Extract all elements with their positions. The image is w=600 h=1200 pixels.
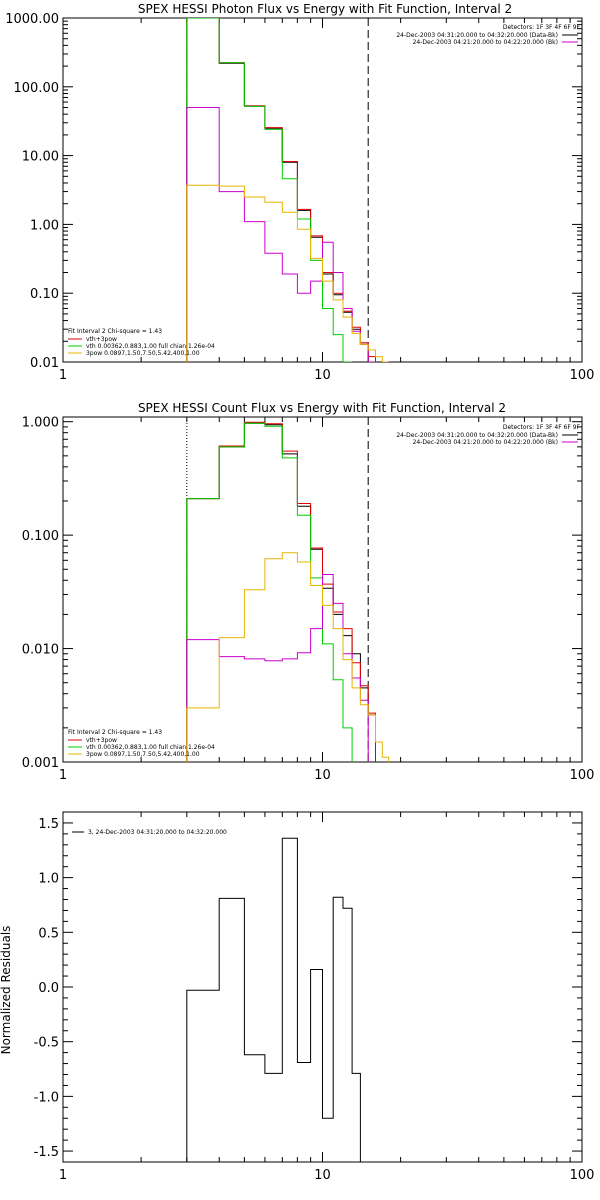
count-y-tick-label: 0.010 [22, 643, 59, 658]
photon-series-magenta [186, 107, 376, 362]
photon-legend-vth: vth 0.00362,0.883,1.00 full chian 1.26e-… [86, 343, 215, 350]
photon-y-ticks: 0.01 0.10 1.00 10.00 100.00 1000.00 [5, 12, 582, 371]
residuals-y-tick-label: 1.0 [38, 872, 59, 887]
residuals-y-ticks: -1.5 -1.0 -0.5 0.0 0.5 1.0 1.5 [34, 817, 582, 1160]
photon-axes-frame [62, 17, 583, 363]
count-legend-right: Detectors: 1F 3F 4F 6F 9F 24-Dec-2003 04… [396, 424, 580, 446]
photon-series-black [186, 18, 369, 362]
count-chart-title: SPEX HESSI Count Flux vs Energy with Fit… [138, 401, 506, 415]
count-series-red [186, 421, 376, 762]
photon-flux-panel: SPEX HESSI Photon Flux vs Energy with Fi… [5, 2, 594, 383]
residuals-y-tick-label: -1.0 [34, 1090, 59, 1105]
residuals-y-tick-label: -0.5 [34, 1036, 59, 1051]
residuals-y-tick-label: 0.5 [38, 926, 59, 941]
count-legend-data-bk: 24-Dec-2003 04:31:20.000 to 04:32:20.000… [396, 432, 558, 439]
residuals-series-black [186, 837, 369, 1162]
count-series-orange [186, 552, 390, 762]
photon-legend-vth3pow: vth+3pow [86, 336, 117, 343]
photon-x-ticks: 1 10 100 [59, 18, 595, 383]
residuals-y-tick-label: 0.0 [38, 981, 59, 996]
count-series-group [186, 421, 390, 762]
count-series-magenta [186, 574, 369, 762]
photon-series-green [186, 18, 353, 362]
count-y-tick-label: 1.000 [22, 416, 59, 431]
count-legend-bk: 24-Dec-2003 04:21:20.000 to 04:22:20.000… [413, 439, 558, 446]
photon-y-tick-label: 10.00 [22, 150, 59, 165]
count-legend-3pow: 3pow 0.0897,1.50,7.50,5.42,400,1.00 [86, 751, 200, 758]
photon-plot-area: 1 10 100 0.01 0.10 1.00 10.00 100.00 1000.00 [5, 12, 594, 383]
count-legend-vth3pow: vth+3pow [86, 737, 117, 744]
residuals-y-tick-label: -1.5 [34, 1145, 59, 1160]
photon-detectors-text: Detectors: 1F 3F 4F 6F 9F [503, 24, 581, 31]
count-series-green [186, 422, 353, 762]
count-plot-area: 1 10 100 0.001 0.010 0.100 1.000 [22, 416, 595, 783]
residuals-x-tick-label: 1 [59, 1168, 67, 1183]
residuals-y-axis-label: Normalized Residuals [0, 926, 13, 1055]
photon-y-tick-label: 100.00 [14, 81, 60, 96]
photon-legend-3pow: 3pow 0.0897,1.50,7.50,5.42,400,1.00 [86, 350, 200, 357]
residuals-series-group [186, 837, 369, 1162]
residuals-y-tick-label: 1.5 [38, 817, 59, 832]
photon-chart-title: SPEX HESSI Photon Flux vs Energy with Fi… [138, 2, 512, 16]
count-x-tick-label: 1 [59, 768, 67, 783]
photon-series-orange [186, 184, 389, 362]
photon-series-group [186, 18, 389, 362]
count-fit-header: Fit Interval 2 Chi-square = 1.43 [68, 729, 162, 736]
photon-y-tick-label: 1.00 [30, 218, 59, 233]
count-y-tick-label: 0.001 [22, 756, 59, 771]
count-series-black [186, 422, 376, 762]
photon-legend-right: Detectors: 1F 3F 4F 6F 9F 24-Dec-2003 04… [396, 24, 580, 46]
photon-x-tick-label: 100 [570, 368, 595, 383]
photon-y-tick-label: 0.01 [30, 356, 59, 371]
photon-fit-header: Fit Interval 2 Chi-square = 1.43 [68, 328, 162, 335]
count-x-tick-label: 10 [314, 768, 331, 783]
count-y-ticks: 0.001 0.010 0.100 1.000 [22, 416, 582, 771]
count-legend-vth: vth 0.00362,0.883,1.00 full chian 1.26e-… [86, 744, 215, 751]
count-x-tick-label: 100 [570, 768, 595, 783]
photon-legend-left: Fit Interval 2 Chi-square = 1.43 vth+3po… [68, 328, 215, 357]
count-x-ticks: 1 10 100 [59, 417, 595, 783]
residuals-legend: 3, 24-Dec-2003 04:31:20.000 to 04:32:20.… [72, 829, 227, 836]
photon-series-red [186, 18, 376, 362]
residuals-x-tick-label: 100 [570, 1168, 595, 1183]
count-legend-left: Fit Interval 2 Chi-square = 1.43 vth+3po… [68, 729, 215, 758]
residuals-plot-area: 1 10 100 -1.5 -1.0 -0.5 0.0 0.5 1.0 1.5 [34, 811, 595, 1183]
residuals-x-ticks: 1 10 100 [59, 812, 595, 1183]
residuals-x-tick-label: 10 [314, 1168, 331, 1183]
photon-x-tick-label: 10 [314, 368, 331, 383]
residuals-panel: Normalized Residuals 1 10 100 -1.5 -1.0 -0.5 0… [0, 811, 595, 1183]
photon-x-tick-label: 1 [59, 368, 67, 383]
photon-y-tick-label: 0.10 [30, 287, 59, 302]
count-flux-panel: SPEX HESSI Count Flux vs Energy with Fit… [22, 401, 595, 783]
residuals-legend-text: 3, 24-Dec-2003 04:31:20.000 to 04:32:20.… [88, 829, 227, 836]
photon-legend-data-bk: 24-Dec-2003 04:31:20.000 to 04:32:20.000… [396, 32, 558, 39]
photon-y-tick-label: 1000.00 [5, 12, 59, 27]
photon-legend-bk: 24-Dec-2003 04:21:20.000 to 04:22:20.000… [413, 39, 558, 46]
count-y-tick-label: 0.100 [22, 529, 59, 544]
count-detectors-text: Detectors: 1F 3F 4F 6F 9F [503, 424, 581, 431]
